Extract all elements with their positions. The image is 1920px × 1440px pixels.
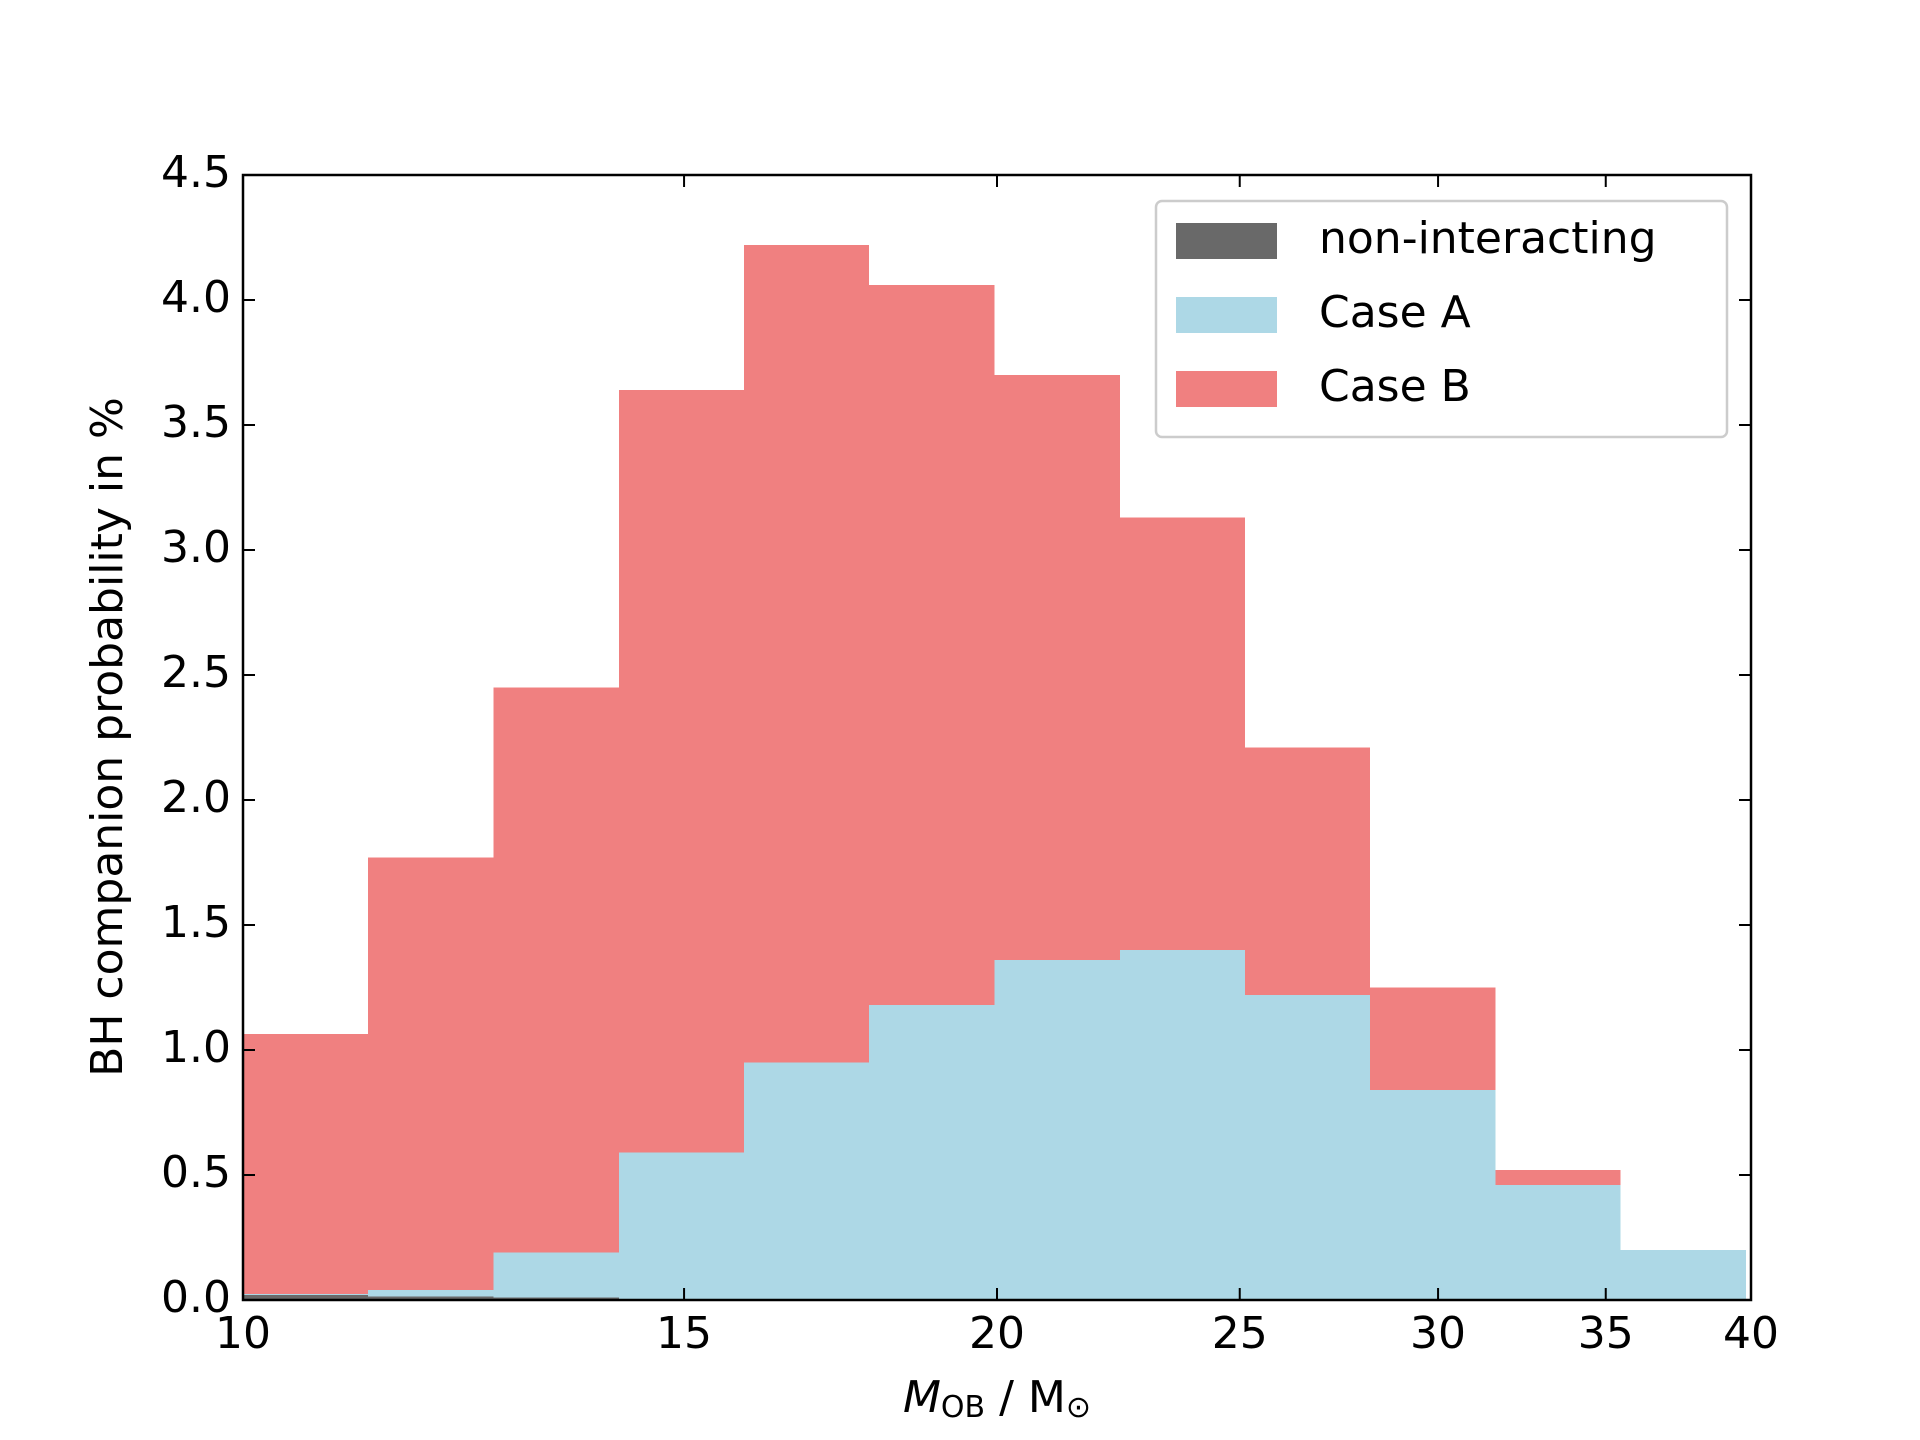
bar	[1119, 950, 1245, 1300]
bar	[744, 245, 870, 1063]
bar	[1620, 1250, 1746, 1300]
legend-swatch	[1176, 297, 1277, 333]
bar	[619, 390, 745, 1153]
bar	[1244, 747, 1370, 995]
y-tick-label: 1.5	[161, 897, 231, 948]
bar	[368, 1296, 494, 1300]
y-tick-label: 3.0	[161, 522, 231, 573]
bar	[994, 375, 1120, 960]
legend-swatch	[1176, 371, 1277, 407]
bar	[869, 1005, 995, 1300]
bar	[1244, 995, 1370, 1300]
plot-area	[243, 245, 1746, 1300]
bar	[1369, 1090, 1496, 1300]
legend-label: Case A	[1319, 287, 1471, 338]
x-tick-label: 40	[1723, 1308, 1779, 1359]
bar	[1495, 1170, 1621, 1185]
bar	[368, 857, 494, 1290]
bar	[1119, 517, 1245, 950]
x-tick-label: 25	[1212, 1308, 1268, 1359]
bar	[1369, 987, 1496, 1090]
x-label-symbol: M	[903, 1372, 941, 1423]
y-tick-label: 4.5	[161, 147, 231, 198]
x-tick-label: 30	[1410, 1308, 1466, 1359]
bar	[1495, 1185, 1621, 1300]
legend-swatch	[1176, 223, 1277, 259]
legend-label: non-interacting	[1319, 213, 1657, 264]
y-tick-label: 1.0	[161, 1022, 231, 1073]
bar	[243, 1293, 369, 1295]
legend-label: Case B	[1319, 361, 1471, 412]
y-axis-label: BH companion probability in %	[82, 397, 133, 1077]
x-tick-label: 15	[656, 1308, 712, 1359]
bar	[619, 1152, 745, 1299]
x-tick-label: 20	[969, 1308, 1025, 1359]
x-tick-label: 35	[1578, 1308, 1634, 1359]
x-axis-label: MOB / M⊙	[903, 1372, 1091, 1425]
y-tick-label: 0.5	[161, 1147, 231, 1198]
legend-frame	[1154, 199, 1729, 439]
legend: non-interacting Case A Case B	[1154, 199, 1729, 439]
bar	[368, 1290, 494, 1297]
x-label-unit-subscript: ⊙	[1066, 1390, 1091, 1425]
y-tick-label: 2.5	[161, 647, 231, 698]
y-tick-label: 4.0	[161, 272, 231, 323]
bar	[493, 1252, 620, 1298]
y-tick-label: 2.0	[161, 772, 231, 823]
y-tick-label: 3.5	[161, 397, 231, 448]
x-label-subscript: OB	[941, 1390, 985, 1425]
bar	[869, 285, 995, 1005]
x-label-unit: / M	[985, 1372, 1066, 1423]
bar	[744, 1062, 870, 1300]
bar	[994, 960, 1120, 1300]
x-tick-label: 10	[215, 1308, 271, 1359]
bar	[493, 687, 620, 1253]
y-tick-label: 0.0	[161, 1272, 231, 1323]
bar	[243, 1033, 369, 1294]
bar	[243, 1295, 369, 1300]
